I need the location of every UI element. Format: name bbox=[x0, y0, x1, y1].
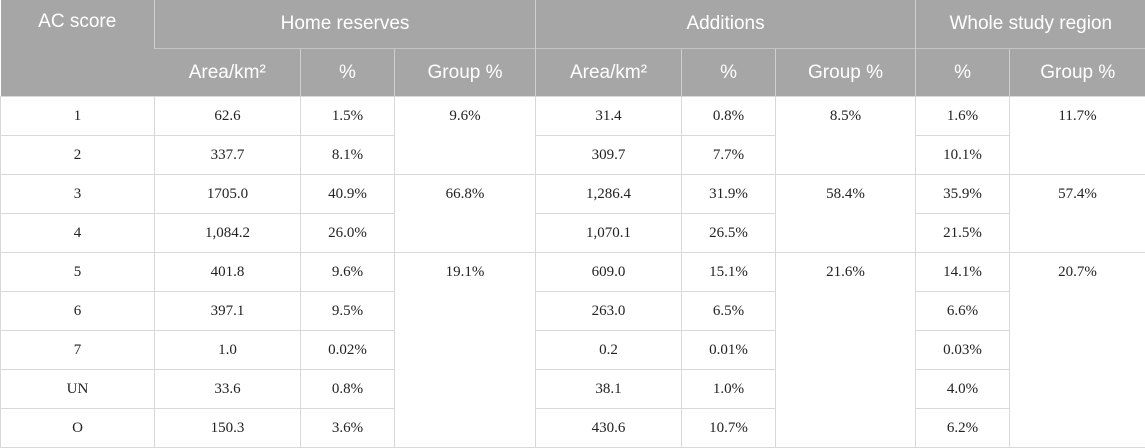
cell-additions-area: 309.7 bbox=[536, 136, 682, 175]
cell-home-pct: 0.02% bbox=[301, 331, 395, 370]
cell-additions-pct: 1.0% bbox=[682, 370, 776, 409]
cell-home-pct: 26.0% bbox=[301, 214, 395, 253]
cell-home-area: 401.8 bbox=[155, 253, 301, 292]
cell-home-area: 62.6 bbox=[155, 97, 301, 136]
cell-home-group-pct: 19.1% bbox=[395, 253, 536, 448]
cell-whole-pct: 35.9% bbox=[916, 175, 1010, 214]
cell-whole-group-pct: 20.7% bbox=[1010, 253, 1145, 448]
cell-home-pct: 1.5% bbox=[301, 97, 395, 136]
cell-whole-pct: 1.6% bbox=[916, 97, 1010, 136]
cell-ac-score: 2 bbox=[1, 136, 155, 175]
header-home-reserves: Home reserves bbox=[155, 0, 536, 49]
cell-ac-score: 1 bbox=[1, 97, 155, 136]
subheader-home-pct: % bbox=[301, 49, 395, 97]
cell-home-area: 1705.0 bbox=[155, 175, 301, 214]
table-row: 6 397.1 9.5% 263.0 6.5% 6.6% bbox=[1, 292, 1145, 331]
cell-home-area: 33.6 bbox=[155, 370, 301, 409]
table-row: 1 62.6 1.5% 9.6% 31.4 0.8% 8.5% 1.6% 11.… bbox=[1, 97, 1145, 136]
table-row: 7 1.0 0.02% 0.2 0.01% 0.03% bbox=[1, 331, 1145, 370]
subheader-additions-pct: % bbox=[682, 49, 776, 97]
subheader-whole-group-pct: Group % bbox=[1010, 49, 1145, 97]
cell-additions-pct: 7.7% bbox=[682, 136, 776, 175]
table-row: UN 33.6 0.8% 38.1 1.0% 4.0% bbox=[1, 370, 1145, 409]
cell-home-area: 397.1 bbox=[155, 292, 301, 331]
cell-home-area: 1.0 bbox=[155, 331, 301, 370]
cell-home-area: 337.7 bbox=[155, 136, 301, 175]
cell-home-group-pct: 66.8% bbox=[395, 175, 536, 253]
cell-additions-area: 0.2 bbox=[536, 331, 682, 370]
cell-additions-area: 1,286.4 bbox=[536, 175, 682, 214]
subheader-home-area: Area/km² bbox=[155, 49, 301, 97]
cell-additions-pct: 26.5% bbox=[682, 214, 776, 253]
cell-additions-pct: 0.8% bbox=[682, 97, 776, 136]
cell-ac-score: 6 bbox=[1, 292, 155, 331]
cell-whole-pct: 10.1% bbox=[916, 136, 1010, 175]
cell-ac-score: 7 bbox=[1, 331, 155, 370]
cell-whole-pct: 0.03% bbox=[916, 331, 1010, 370]
cell-ac-score: 4 bbox=[1, 214, 155, 253]
cell-ac-score: UN bbox=[1, 370, 155, 409]
cell-whole-pct: 14.1% bbox=[916, 253, 1010, 292]
cell-ac-score: 3 bbox=[1, 175, 155, 214]
cell-whole-pct: 4.0% bbox=[916, 370, 1010, 409]
cell-additions-group-pct: 58.4% bbox=[776, 175, 916, 253]
cell-home-pct: 40.9% bbox=[301, 175, 395, 214]
cell-additions-area: 609.0 bbox=[536, 253, 682, 292]
header-whole-study-region: Whole study region bbox=[916, 0, 1145, 49]
cell-home-group-pct: 9.6% bbox=[395, 97, 536, 175]
cell-additions-area: 263.0 bbox=[536, 292, 682, 331]
cell-additions-pct: 0.01% bbox=[682, 331, 776, 370]
subheader-additions-group-pct: Group % bbox=[776, 49, 916, 97]
cell-ac-score: 5 bbox=[1, 253, 155, 292]
header-ac-score: AC score bbox=[1, 0, 155, 97]
subheader-home-group-pct: Group % bbox=[395, 49, 536, 97]
cell-home-pct: 9.6% bbox=[301, 253, 395, 292]
cell-whole-pct: 21.5% bbox=[916, 214, 1010, 253]
cell-additions-group-pct: 8.5% bbox=[776, 97, 916, 175]
cell-home-pct: 0.8% bbox=[301, 370, 395, 409]
table-row: 3 1705.0 40.9% 66.8% 1,286.4 31.9% 58.4%… bbox=[1, 175, 1145, 214]
subheader-additions-area: Area/km² bbox=[536, 49, 682, 97]
header-additions: Additions bbox=[536, 0, 916, 49]
subheader-whole-pct: % bbox=[916, 49, 1010, 97]
cell-additions-pct: 31.9% bbox=[682, 175, 776, 214]
cell-home-pct: 8.1% bbox=[301, 136, 395, 175]
cell-home-area: 1,084.2 bbox=[155, 214, 301, 253]
cell-whole-group-pct: 11.7% bbox=[1010, 97, 1145, 175]
cell-home-pct: 9.5% bbox=[301, 292, 395, 331]
cell-whole-pct: 6.6% bbox=[916, 292, 1010, 331]
table-row: 4 1,084.2 26.0% 1,070.1 26.5% 21.5% bbox=[1, 214, 1145, 253]
cell-additions-area: 38.1 bbox=[536, 370, 682, 409]
table-row: 2 337.7 8.1% 309.7 7.7% 10.1% bbox=[1, 136, 1145, 175]
cell-additions-area: 31.4 bbox=[536, 97, 682, 136]
cell-whole-group-pct: 57.4% bbox=[1010, 175, 1145, 253]
cell-additions-pct: 6.5% bbox=[682, 292, 776, 331]
cell-additions-area: 1,070.1 bbox=[536, 214, 682, 253]
table-row: 5 401.8 9.6% 19.1% 609.0 15.1% 21.6% 14.… bbox=[1, 253, 1145, 292]
cell-additions-group-pct: 21.6% bbox=[776, 253, 916, 448]
cell-additions-pct: 15.1% bbox=[682, 253, 776, 292]
